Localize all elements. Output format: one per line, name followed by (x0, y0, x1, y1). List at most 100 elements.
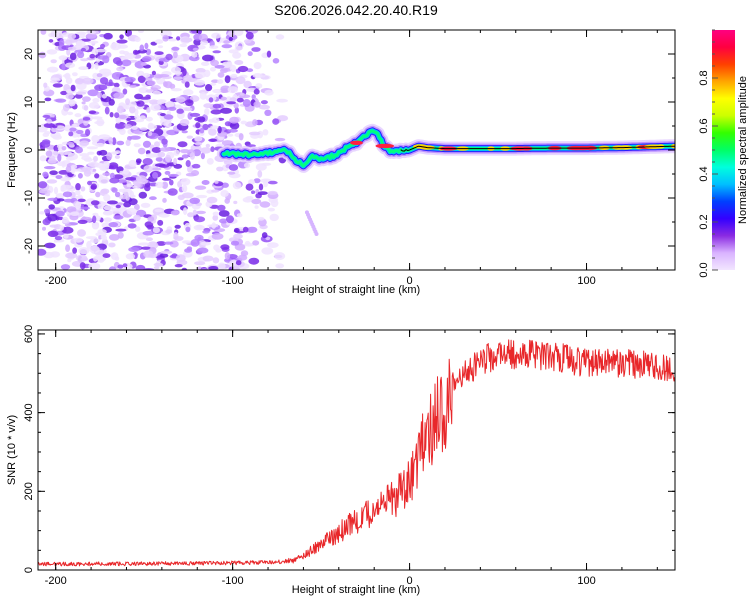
noise-blob (258, 183, 264, 191)
noise-blob (80, 206, 90, 210)
noise-blob (51, 127, 58, 133)
noise-blob (138, 87, 149, 94)
noise-blob (179, 43, 188, 48)
noise-blob (251, 198, 262, 205)
noise-blob (92, 215, 97, 224)
noise-blob (75, 201, 82, 210)
noise-blob (168, 173, 179, 178)
noise-blob (63, 73, 71, 78)
noise-blob (212, 211, 219, 216)
noise-blob (142, 72, 151, 78)
noise-blob (43, 251, 55, 259)
noise-blob (212, 89, 223, 94)
noise-blob (157, 219, 164, 226)
noise-blob (50, 77, 61, 81)
noise-blob (109, 112, 114, 118)
noise-blob (152, 227, 160, 234)
noise-blob (52, 134, 62, 140)
noise-blob (92, 98, 100, 103)
noise-blob (108, 222, 119, 228)
noise-blob (264, 89, 274, 96)
noise-blob (38, 51, 47, 59)
noise-blob (58, 55, 68, 61)
noise-blob (134, 203, 140, 211)
noise-blob (159, 253, 169, 258)
noise-blob (208, 128, 217, 136)
noise-blob (98, 84, 108, 91)
noise-blob (42, 226, 46, 231)
noise-blob (61, 146, 67, 151)
noise-blob (67, 111, 74, 116)
noise-blob (74, 93, 83, 99)
noise-blob (187, 165, 193, 173)
noise-blob (174, 236, 184, 241)
noise-blob (275, 34, 285, 40)
noise-blob (88, 102, 100, 109)
noise-blob (117, 105, 124, 114)
noise-blob (88, 110, 97, 114)
noise-blob (57, 161, 66, 166)
noise-blob (126, 118, 131, 121)
noise-blob (82, 117, 91, 121)
noise-blob (61, 184, 67, 192)
y-tick-label: 20 (23, 48, 35, 60)
noise-blob (175, 96, 186, 103)
y-tick-label: 400 (23, 403, 35, 421)
y-tick-label: -10 (23, 190, 35, 206)
colorbar-tick-label: 0.6 (698, 118, 710, 133)
noise-blob (167, 188, 178, 196)
noise-blob (46, 179, 58, 184)
noise-blob (267, 207, 275, 212)
noise-blob (122, 168, 130, 175)
noise-blob (91, 222, 100, 230)
noise-blob (227, 171, 236, 175)
noise-blob (157, 45, 164, 49)
noise-blob (72, 72, 78, 77)
noise-blob (195, 210, 206, 215)
noise-blob (119, 128, 126, 136)
colorbar-ticks: 0.0 0.2 0.4 0.6 0.8 (698, 29, 718, 278)
noise-blob (208, 138, 218, 142)
noise-blob (55, 193, 65, 199)
noise-blob (129, 105, 136, 114)
noise-blob (76, 78, 84, 85)
noise-blob (181, 184, 188, 193)
noise-blob (141, 56, 152, 62)
noise-blob (123, 201, 132, 208)
noise-blob (163, 241, 174, 245)
noise-blob (95, 142, 105, 148)
noise-blob (167, 38, 177, 42)
noise-blob (70, 211, 80, 216)
noise-blob (70, 164, 78, 169)
noise-blob (146, 80, 156, 86)
noise-blob (220, 107, 232, 114)
noise-blob (158, 213, 170, 218)
noise-blob (125, 139, 131, 147)
noise-blob (232, 52, 242, 59)
noise-blob (39, 211, 45, 215)
noise-blob (236, 213, 243, 218)
noise-blob (265, 236, 271, 241)
noise-blob (76, 129, 84, 135)
noise-blob (181, 130, 188, 134)
noise-blob (80, 47, 87, 52)
noise-blob (161, 181, 169, 189)
noise-blob (202, 230, 210, 234)
x-tick-label: 100 (577, 275, 595, 287)
y-tick-label: 0 (23, 147, 35, 153)
noise-blob (246, 226, 258, 233)
noise-blob (87, 89, 99, 97)
noise-blob (71, 168, 82, 172)
noise-blob (67, 153, 79, 161)
noise-blob (181, 154, 189, 159)
noise-blob (76, 254, 88, 262)
noise-blob (114, 112, 120, 119)
noise-blob (176, 36, 181, 41)
noise-blob (164, 101, 175, 108)
noise-blob (154, 51, 164, 55)
noise-blob (77, 51, 85, 59)
ridge-peak (350, 140, 363, 145)
noise-blob (135, 226, 141, 232)
noise-blob (103, 194, 111, 202)
noise-blob (264, 109, 272, 117)
